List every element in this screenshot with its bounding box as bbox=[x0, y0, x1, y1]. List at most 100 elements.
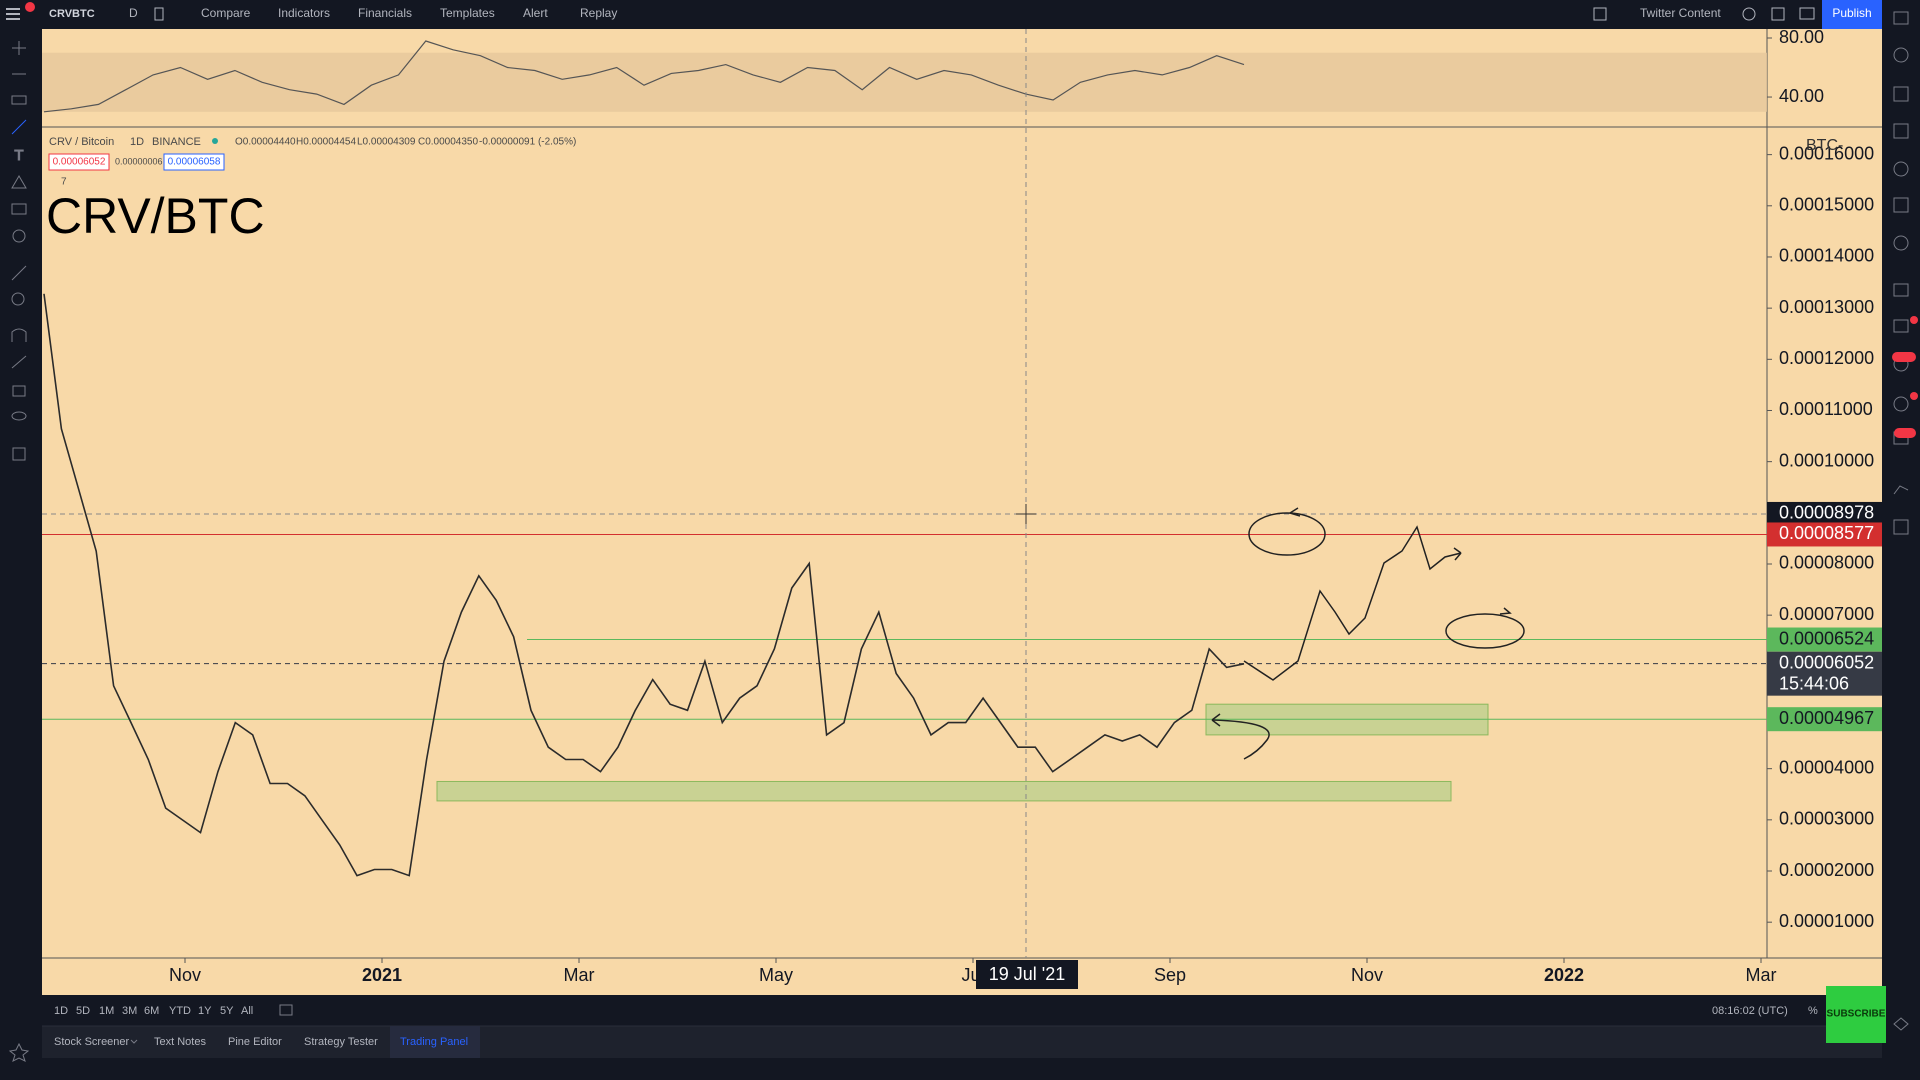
rsi-band bbox=[42, 52, 1767, 112]
interval[interactable]: D bbox=[129, 6, 138, 20]
sidebar-icon[interactable] bbox=[1893, 485, 1909, 495]
price-label: 0.00008978 bbox=[1779, 503, 1874, 523]
range-button[interactable]: 6M bbox=[144, 1005, 159, 1017]
price-label-box bbox=[1767, 522, 1882, 547]
countdown: 15:44:06 bbox=[1779, 673, 1849, 693]
sidebar-icon[interactable] bbox=[1893, 319, 1909, 333]
tool-icon[interactable] bbox=[11, 328, 27, 342]
percent-toggle[interactable]: % bbox=[1808, 1005, 1818, 1017]
tab[interactable]: Stock Screener bbox=[54, 1036, 130, 1048]
tool-icon[interactable] bbox=[12, 229, 26, 243]
favorites-icon[interactable] bbox=[8, 1042, 30, 1062]
legend-pair: CRV / Bitcoin bbox=[49, 136, 114, 148]
range-button[interactable]: 3M bbox=[122, 1005, 137, 1017]
sidebar-icon[interactable] bbox=[1893, 86, 1909, 102]
bid-box[interactable] bbox=[48, 153, 110, 171]
tool-icon[interactable] bbox=[11, 95, 27, 105]
tab[interactable]: Trading Panel bbox=[400, 1036, 468, 1048]
snapshot-icon[interactable] bbox=[1799, 7, 1815, 20]
x-tick-label: May bbox=[759, 965, 793, 985]
toolbar-item[interactable]: Alert bbox=[523, 6, 548, 20]
drawing-arrowhead bbox=[1499, 607, 1512, 615]
symbol[interactable]: CRVBTC bbox=[49, 8, 95, 20]
price-label: 0.00004967 bbox=[1779, 708, 1874, 728]
notification-dot bbox=[25, 2, 35, 12]
sidebar-icon[interactable] bbox=[1893, 47, 1909, 63]
sidebar-icon[interactable] bbox=[1893, 11, 1909, 25]
layout-icon[interactable] bbox=[1593, 7, 1607, 21]
badge bbox=[1910, 316, 1918, 324]
sidebar-icon[interactable] bbox=[1893, 519, 1909, 535]
price-label-box bbox=[1767, 627, 1882, 652]
range-button[interactable]: 1M bbox=[99, 1005, 114, 1017]
fullscreen-icon[interactable] bbox=[1771, 7, 1785, 21]
tool-icon[interactable] bbox=[12, 385, 26, 397]
y-tick-label: 0.00014000 bbox=[1779, 246, 1874, 266]
range-button[interactable]: 5D bbox=[76, 1005, 90, 1017]
range-button[interactable]: All bbox=[241, 1005, 253, 1017]
spread: 0.00000006 bbox=[115, 156, 163, 166]
legend-interval: 1D bbox=[130, 136, 144, 148]
x-tick-label: 2021 bbox=[362, 965, 402, 985]
sidebar-icon[interactable] bbox=[1893, 123, 1909, 139]
legend-open: O0.00004440 bbox=[235, 137, 296, 148]
y-tick-label: 0.00002000 bbox=[1779, 860, 1874, 880]
tool-icon[interactable] bbox=[11, 355, 27, 369]
range-button[interactable]: 1Y bbox=[198, 1005, 212, 1017]
crosshair-date: 19 Jul '21 bbox=[989, 964, 1066, 984]
tool-icon[interactable] bbox=[11, 175, 27, 189]
menu-icon[interactable] bbox=[6, 8, 20, 10]
legend-high: H0.00004454 bbox=[296, 137, 356, 148]
tool-icon[interactable] bbox=[11, 411, 27, 421]
hand-drawings bbox=[1211, 507, 1525, 760]
drawing-curve bbox=[1211, 719, 1270, 760]
tool-icon[interactable] bbox=[12, 447, 26, 461]
sidebar-icon[interactable] bbox=[1893, 161, 1909, 177]
sidebar-icon[interactable] bbox=[1893, 283, 1909, 297]
tab[interactable]: Text Notes bbox=[154, 1036, 206, 1048]
sidebar-icon[interactable] bbox=[1893, 235, 1909, 251]
y-tick-label: 0.00015000 bbox=[1779, 195, 1874, 215]
tool-icon[interactable]: T bbox=[14, 146, 24, 164]
date-range-icon[interactable] bbox=[279, 1004, 293, 1016]
drawing-ellipse bbox=[1248, 512, 1326, 556]
y-tick-label: 0.00004000 bbox=[1779, 757, 1874, 777]
sidebar-icon[interactable] bbox=[1893, 396, 1909, 412]
tool-icon[interactable] bbox=[11, 203, 27, 215]
tool-icon[interactable] bbox=[11, 292, 25, 306]
y-tick-label: 0.00013000 bbox=[1779, 297, 1874, 317]
tab[interactable]: Strategy Tester bbox=[304, 1036, 378, 1048]
x-tick-label: Sep bbox=[1154, 965, 1186, 985]
chart-type-icon[interactable] bbox=[154, 7, 164, 21]
range-button[interactable]: YTD bbox=[169, 1005, 191, 1017]
toolbar-item[interactable]: Financials bbox=[358, 6, 412, 20]
price-label: 0.00008577 bbox=[1779, 523, 1874, 543]
price-label-box bbox=[1767, 501, 1882, 526]
x-tick-label: Nov bbox=[169, 965, 201, 985]
layout-name[interactable]: Twitter Content bbox=[1640, 6, 1721, 20]
ask-box[interactable] bbox=[163, 153, 225, 171]
toolbar-item[interactable]: Indicators bbox=[278, 6, 330, 20]
bottom-tabs bbox=[42, 1026, 1882, 1058]
toolbar-item[interactable]: Compare bbox=[201, 6, 251, 20]
toolbar-item[interactable]: Templates bbox=[440, 6, 495, 20]
price-label-box bbox=[1767, 651, 1882, 696]
clock[interactable]: 08:16:02 (UTC) bbox=[1712, 1005, 1788, 1017]
tool-icon[interactable] bbox=[11, 265, 27, 281]
sidebar-icon[interactable] bbox=[1893, 1017, 1909, 1031]
range-button[interactable]: 1D bbox=[54, 1005, 68, 1017]
legend-close: C0.00004350 bbox=[418, 137, 478, 148]
toolbar-item[interactable]: Replay bbox=[580, 6, 617, 20]
sidebar-icons bbox=[1893, 11, 1909, 1031]
drawing-tools: T bbox=[8, 41, 30, 1062]
sidebar-icon[interactable] bbox=[1893, 197, 1909, 213]
legend-collapsed[interactable]: 7 bbox=[61, 177, 67, 188]
tab[interactable]: Pine Editor bbox=[228, 1036, 282, 1048]
tool-icon[interactable] bbox=[11, 119, 27, 135]
publish-button[interactable] bbox=[1822, 0, 1882, 29]
x-tick-label: Mar bbox=[1746, 965, 1777, 985]
range-button[interactable]: 5Y bbox=[220, 1005, 234, 1017]
subscribe-button[interactable] bbox=[1826, 986, 1886, 1043]
subscribe-label: SUBSCRIBE bbox=[1827, 1009, 1886, 1020]
settings-icon[interactable] bbox=[1742, 7, 1756, 21]
